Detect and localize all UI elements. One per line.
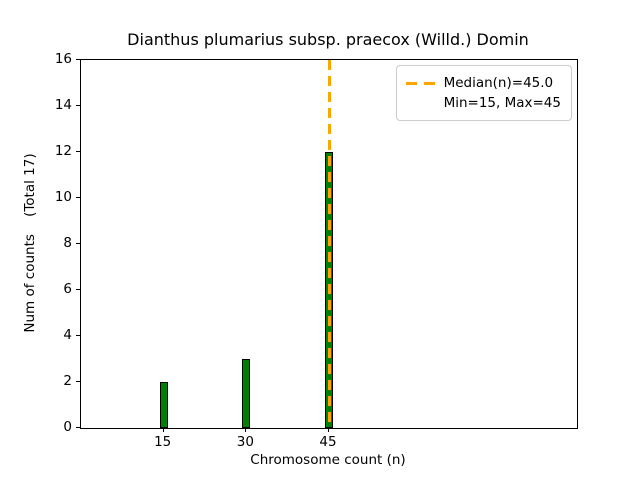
bar-n15 (159, 382, 168, 428)
bar-n30 (242, 359, 251, 428)
legend-row-minmax: Min=15, Max=45 (406, 93, 561, 113)
median-dashed-line-legend-marker (405, 81, 435, 85)
y-tick-mark (76, 289, 80, 290)
y-tick-mark (76, 151, 80, 152)
y-tick-mark (76, 427, 80, 428)
y-tick-label: 6 (63, 281, 72, 297)
y-tick-mark (76, 335, 80, 336)
x-tick-label: 30 (236, 434, 254, 450)
x-tick-label: 45 (319, 434, 337, 450)
y-tick-label: 0 (63, 419, 72, 435)
legend-label-minmax: Min=15, Max=45 (443, 95, 561, 111)
y-tick-mark (76, 59, 80, 60)
x-tick-mark (162, 428, 164, 432)
y-tick-mark (76, 105, 80, 106)
y-axis-label: Num of counts (Total 17) (22, 153, 38, 333)
median-line (327, 60, 331, 428)
y-tick-label: 8 (63, 235, 72, 251)
plot-area: Median(n)=45.0 Min=15, Max=45 (80, 59, 578, 429)
y-tick-mark (76, 243, 80, 244)
y-tick-label: 16 (54, 51, 72, 67)
x-tick-mark (245, 428, 247, 432)
y-tick-label: 14 (54, 97, 72, 113)
x-tick-label: 15 (154, 434, 172, 450)
legend: Median(n)=45.0 Min=15, Max=45 (395, 65, 572, 121)
y-tick-label: 12 (54, 143, 72, 159)
chart-title: Dianthus plumarius subsp. praecox (Willd… (127, 30, 529, 49)
legend-marker-spacer (406, 102, 435, 105)
x-axis-label: Chromosome count (n) (250, 452, 406, 468)
y-tick-label: 10 (54, 189, 72, 205)
x-tick-mark (328, 428, 329, 432)
legend-row-median: Median(n)=45.0 (405, 73, 561, 93)
y-tick-mark (76, 197, 80, 198)
y-tick-label: 2 (63, 373, 72, 389)
legend-label-median: Median(n)=45.0 (443, 75, 554, 91)
y-tick-label: 4 (63, 327, 72, 343)
y-tick-mark (76, 381, 80, 382)
